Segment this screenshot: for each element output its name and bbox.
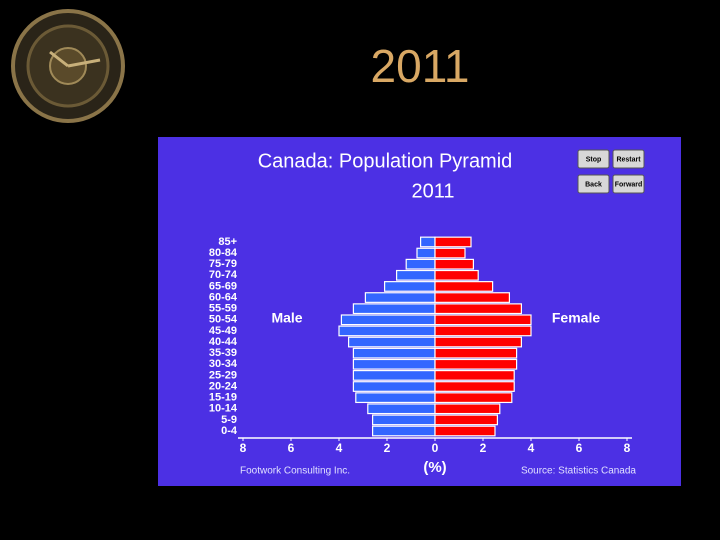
y-tick-label: 80-84 xyxy=(209,247,238,259)
bar xyxy=(434,281,494,292)
y-tick-label: 0-4 xyxy=(221,425,238,437)
bar xyxy=(352,303,436,315)
button[interactable]: Back xyxy=(577,174,610,194)
bar xyxy=(416,247,436,259)
x-axis-label: (%) xyxy=(423,459,446,476)
bar xyxy=(338,325,436,337)
x-tick-label: 6 xyxy=(576,441,583,455)
x-tick-label: 2 xyxy=(384,441,391,455)
button-group: Stop Restart Back Forward xyxy=(577,149,645,194)
bar xyxy=(434,425,496,437)
bar xyxy=(420,236,436,248)
bar xyxy=(352,370,436,381)
bar xyxy=(372,425,436,437)
bar xyxy=(352,347,436,359)
bar xyxy=(396,269,436,281)
y-tick-label: 85+ xyxy=(218,236,237,248)
y-tick-label: 25-29 xyxy=(209,369,237,381)
button-label[interactable]: Stop xyxy=(586,156,602,163)
x-tick-label: 4 xyxy=(336,441,343,455)
bar xyxy=(434,370,515,381)
y-tick-label: 15-19 xyxy=(209,392,237,404)
button-face xyxy=(577,149,610,169)
y-tick-label: 10-14 xyxy=(209,403,238,415)
bar xyxy=(405,258,436,270)
button[interactable]: Stop xyxy=(577,149,610,169)
bar xyxy=(355,392,436,404)
button[interactable]: Forward xyxy=(612,174,645,194)
bar xyxy=(434,292,511,303)
y-tick-label: 40-44 xyxy=(209,336,238,348)
y-tick-label: 20-24 xyxy=(209,380,238,392)
x-tick-label: 6 xyxy=(288,441,295,455)
bar xyxy=(434,269,479,281)
bar xyxy=(348,336,436,348)
button-label[interactable]: Restart xyxy=(616,156,641,163)
bar xyxy=(352,358,436,370)
y-tick-label: 50-54 xyxy=(209,314,238,326)
credit: Footwork Consulting Inc. xyxy=(240,466,350,477)
bar xyxy=(434,325,532,337)
bar xyxy=(434,258,475,270)
y-tick-label: 35-39 xyxy=(209,347,237,359)
clock-ornament xyxy=(11,9,125,123)
bar xyxy=(367,403,436,415)
x-tick-label: 0 xyxy=(432,441,439,455)
y-tick-label: 75-79 xyxy=(209,258,237,270)
bar xyxy=(352,381,436,392)
button-label[interactable]: Back xyxy=(585,181,602,188)
bar xyxy=(434,392,513,404)
bar xyxy=(340,314,436,326)
source: Source: Statistics Canada xyxy=(521,466,636,477)
bar xyxy=(384,281,436,292)
bar xyxy=(364,292,436,303)
slide-title: 2011 xyxy=(371,40,470,92)
bar xyxy=(434,314,532,326)
bar xyxy=(372,414,436,426)
button-label[interactable]: Forward xyxy=(615,181,643,188)
y-tick-label: 30-34 xyxy=(209,358,238,370)
button-face xyxy=(577,174,610,194)
x-tick-label: 8 xyxy=(240,441,247,455)
y-tick-label: 45-49 xyxy=(209,325,237,337)
chart-title: Canada: Population Pyramid xyxy=(258,150,513,172)
y-tick-label: 5-9 xyxy=(221,414,237,426)
bar xyxy=(434,358,518,370)
x-tick-label: 4 xyxy=(528,441,535,455)
y-tick-label: 70-74 xyxy=(209,269,238,281)
y-tick-label: 55-59 xyxy=(209,303,237,315)
button[interactable]: Restart xyxy=(612,149,645,169)
bar xyxy=(434,336,523,348)
y-tick-label: 65-69 xyxy=(209,280,237,292)
button-face xyxy=(612,174,645,194)
bar xyxy=(434,381,515,392)
x-tick-label: 8 xyxy=(624,441,631,455)
legend-label: Female xyxy=(552,310,600,326)
bar xyxy=(434,347,518,359)
bar xyxy=(434,403,501,415)
x-tick-label: 2 xyxy=(480,441,487,455)
bar xyxy=(434,303,523,315)
bar xyxy=(434,414,499,426)
legend-label: Male xyxy=(271,310,302,326)
bar xyxy=(434,247,466,259)
chart-subtitle: 2011 xyxy=(411,180,454,202)
button-face xyxy=(612,149,645,169)
bar xyxy=(434,236,472,248)
y-tick-label: 60-64 xyxy=(209,291,238,303)
